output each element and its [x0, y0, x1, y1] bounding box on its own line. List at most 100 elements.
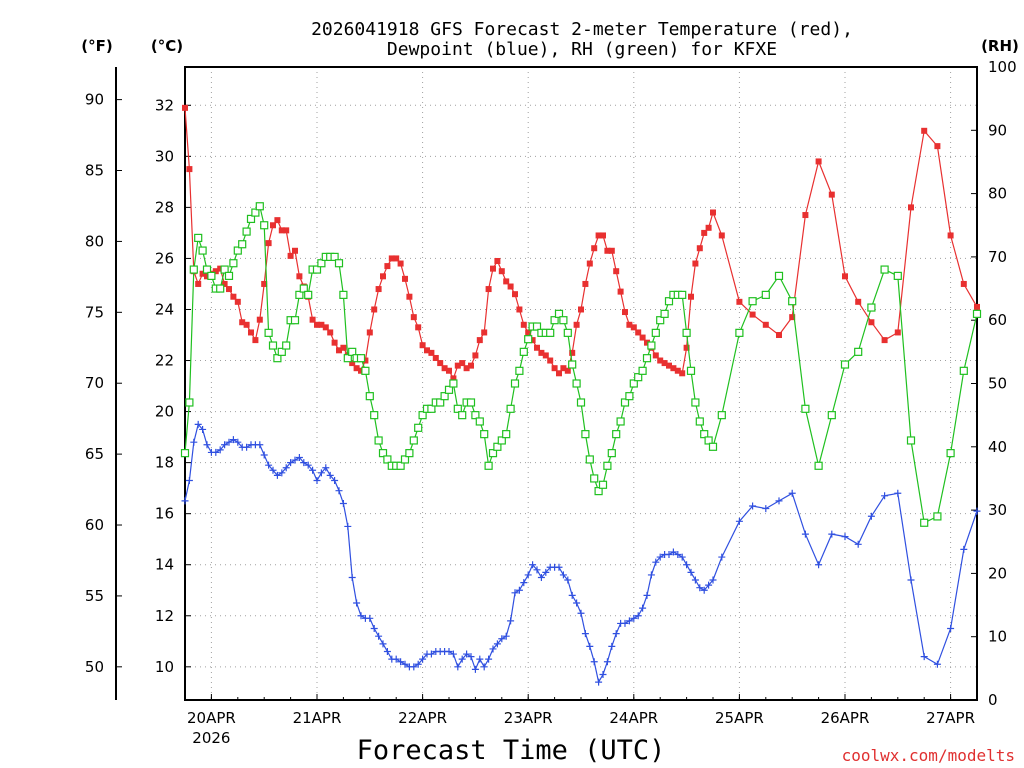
temperature-point — [498, 268, 505, 275]
temperature-point — [815, 158, 822, 165]
dewpoint-point — [243, 443, 251, 451]
rh-point — [559, 316, 568, 325]
temperature-point — [842, 273, 848, 280]
rh-point — [933, 512, 942, 521]
dewpoint-point — [687, 568, 695, 576]
rh-point — [867, 303, 876, 312]
temperature-point — [415, 324, 422, 331]
temperature-point — [534, 344, 540, 351]
temperature-point — [256, 316, 263, 323]
rh-point — [290, 316, 300, 325]
rh-point — [788, 297, 797, 306]
dewpoint-point — [577, 609, 585, 617]
dewpoint-point — [537, 573, 545, 581]
dewpoint-point — [291, 456, 299, 464]
dewpoint-point — [190, 438, 198, 446]
rh-point — [466, 398, 476, 407]
temperature-point — [393, 255, 400, 262]
temperature-point — [639, 334, 646, 341]
rh-point — [572, 379, 581, 388]
dewpoint-point — [476, 655, 484, 663]
temperature-point — [542, 352, 549, 359]
temperature-point — [960, 280, 967, 287]
rh-tick-label: 20 — [988, 564, 1007, 582]
temperature-point — [358, 367, 364, 374]
temperature-point — [494, 257, 501, 264]
temperature-point — [274, 217, 281, 224]
rh-point — [642, 354, 652, 363]
dewpoint-point — [234, 438, 242, 446]
temperature-point — [349, 360, 356, 367]
dewpoint-point — [621, 619, 629, 627]
dewpoint-point — [339, 499, 347, 507]
dewpoint-point — [520, 579, 528, 587]
rh-point — [880, 265, 889, 274]
rh-tick-label: 50 — [988, 375, 1007, 393]
dewpoint-point — [529, 561, 537, 569]
temperature-point — [705, 224, 712, 231]
temperature-point — [736, 298, 743, 305]
temperature-point — [182, 104, 188, 111]
temperature-point — [261, 280, 268, 287]
rh-point — [185, 398, 194, 407]
dewpoint-point — [634, 612, 642, 620]
temperature-point — [252, 337, 259, 344]
dewpoint-point — [683, 561, 691, 569]
rh-series — [180, 202, 982, 527]
dewpoint-point — [647, 571, 655, 579]
temperature-point — [243, 321, 250, 328]
temperature-point — [217, 265, 224, 272]
dewpoint-point — [973, 507, 981, 515]
dewpoint-point — [485, 655, 493, 663]
temperature-point — [472, 352, 479, 359]
temperature-point — [331, 339, 338, 346]
temperature-point — [419, 342, 426, 349]
rh-point — [365, 392, 374, 401]
temperature-point — [265, 240, 272, 247]
dewpoint-point — [595, 678, 603, 686]
rh-point — [616, 417, 625, 426]
temperature-point — [692, 260, 699, 267]
dewpoint-point — [656, 553, 664, 561]
dewpoint-point — [331, 476, 339, 484]
dewpoint-point — [383, 648, 391, 656]
rh-point — [246, 214, 256, 224]
dewpoint-point — [669, 548, 677, 556]
temperature-point — [626, 321, 633, 328]
temperature-point — [573, 321, 580, 328]
x-tick-label: 23APR — [504, 709, 553, 727]
dewpoint-point — [533, 566, 541, 574]
x-tick-label: 27APR — [926, 709, 975, 727]
rh-point — [396, 461, 405, 470]
temperature-point — [881, 337, 888, 344]
dewpoint-point — [269, 466, 277, 474]
dewpoint-point — [894, 489, 902, 497]
rh-point — [546, 328, 555, 337]
rh-point — [378, 449, 388, 458]
dewpoint-point — [524, 571, 532, 579]
temperature-point — [569, 349, 576, 356]
temperature-point — [380, 273, 386, 280]
temperature-point — [666, 362, 672, 369]
dewpoint-point — [454, 663, 462, 671]
x-tick-sublabel: 2026 — [192, 729, 230, 747]
temperature-point — [468, 362, 474, 369]
temperature-point — [199, 270, 206, 277]
dewpoint-point — [907, 576, 915, 584]
temperature-point — [476, 337, 483, 344]
temperature-point — [600, 232, 606, 239]
dewpoint-point — [652, 558, 660, 566]
axes: 10 12 14 16 18 20 22 24 26 28 30 32 50 55 60 65 70 75 80 85… — [85, 58, 1017, 747]
dewpoint-point — [643, 591, 651, 599]
rh-point — [497, 436, 506, 445]
dewpoint-point — [709, 576, 717, 584]
rh-point — [972, 309, 982, 318]
dewpoint-point — [854, 540, 862, 548]
dewpoint-point — [322, 464, 330, 472]
rh-tick-label: 60 — [988, 311, 1007, 329]
celsius-tick-label: 20 — [155, 403, 174, 421]
fahrenheit-tick-label: 70 — [85, 374, 104, 392]
rh-point — [607, 449, 616, 458]
rh-point — [400, 455, 410, 464]
rh-point — [339, 290, 348, 299]
